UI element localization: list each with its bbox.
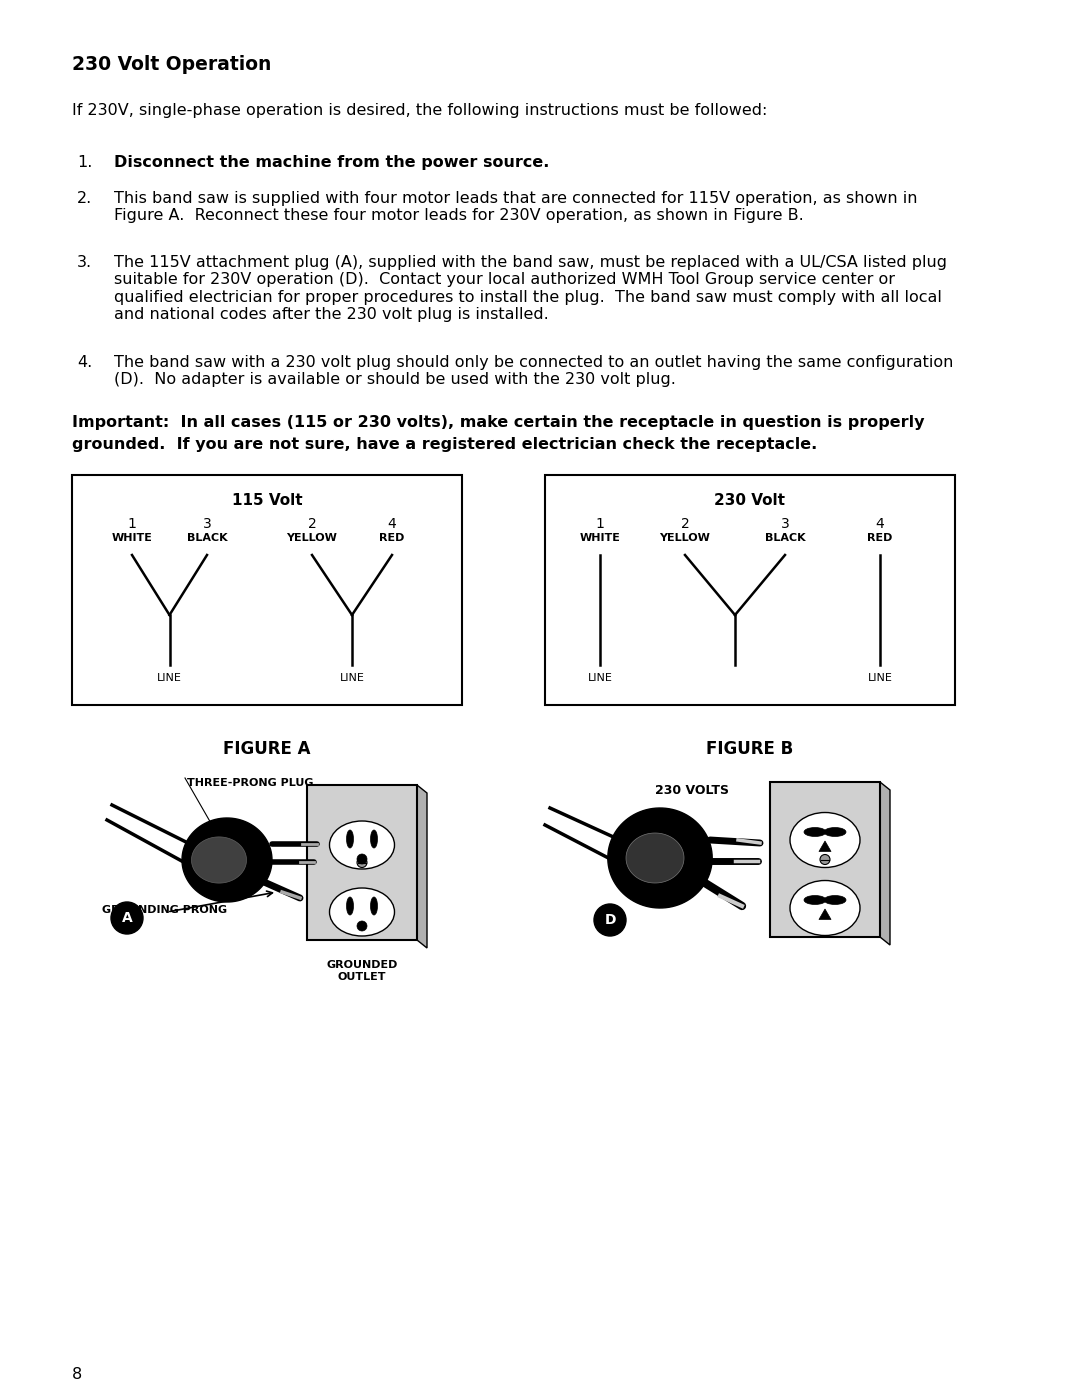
Text: 230 VOLTS: 230 VOLTS	[654, 784, 729, 798]
Text: LINE: LINE	[588, 673, 612, 683]
Text: RED: RED	[867, 534, 893, 543]
Circle shape	[357, 854, 367, 863]
Text: BLACK: BLACK	[765, 534, 806, 543]
Polygon shape	[880, 782, 890, 944]
Ellipse shape	[329, 821, 394, 869]
Text: If 230V, single-phase operation is desired, the following instructions must be f: If 230V, single-phase operation is desir…	[72, 103, 768, 117]
Text: Disconnect the machine from the power source.: Disconnect the machine from the power so…	[114, 155, 550, 170]
Text: 2: 2	[308, 517, 316, 531]
Text: D: D	[604, 914, 616, 928]
Text: 2: 2	[680, 517, 689, 531]
Text: GROUNDED
OUTLET: GROUNDED OUTLET	[326, 960, 397, 982]
Text: GROUNDING PRONG: GROUNDING PRONG	[102, 905, 227, 915]
Text: 4.: 4.	[77, 355, 92, 370]
Text: Important:  In all cases (115 or 230 volts), make certain the receptacle in ques: Important: In all cases (115 or 230 volt…	[72, 415, 924, 430]
Polygon shape	[770, 782, 880, 937]
Ellipse shape	[789, 880, 860, 936]
Text: 230 Volt: 230 Volt	[715, 493, 785, 509]
Text: THREE-PRONG PLUG: THREE-PRONG PLUG	[187, 778, 313, 788]
Text: 1: 1	[595, 517, 605, 531]
Polygon shape	[626, 833, 684, 883]
Text: 1: 1	[127, 517, 136, 531]
Text: A: A	[122, 911, 133, 925]
Text: 3: 3	[203, 517, 212, 531]
Text: LINE: LINE	[157, 673, 181, 683]
Circle shape	[357, 858, 367, 868]
Ellipse shape	[347, 897, 353, 915]
Polygon shape	[307, 785, 417, 940]
Ellipse shape	[804, 895, 826, 904]
Text: This band saw is supplied with four motor leads that are connected for 115V oper: This band saw is supplied with four moto…	[114, 191, 918, 224]
Circle shape	[111, 902, 143, 935]
Ellipse shape	[804, 827, 826, 837]
Ellipse shape	[824, 895, 846, 904]
Ellipse shape	[347, 830, 353, 848]
Text: FIGURE B: FIGURE B	[706, 740, 794, 759]
Text: The band saw with a 230 volt plug should only be connected to an outlet having t: The band saw with a 230 volt plug should…	[114, 355, 954, 387]
Text: 115 Volt: 115 Volt	[232, 493, 302, 509]
Text: 3: 3	[781, 517, 789, 531]
Text: 3.: 3.	[77, 256, 92, 270]
Text: 1.: 1.	[77, 155, 93, 170]
Ellipse shape	[329, 888, 394, 936]
Polygon shape	[417, 785, 427, 949]
Circle shape	[357, 921, 367, 930]
Circle shape	[594, 904, 626, 936]
Text: 8: 8	[72, 1368, 82, 1382]
Ellipse shape	[370, 830, 378, 848]
Text: grounded.  If you are not sure, have a registered electrician check the receptac: grounded. If you are not sure, have a re…	[72, 437, 818, 453]
Text: YELLOW: YELLOW	[286, 534, 337, 543]
Bar	[545, 475, 955, 705]
Polygon shape	[191, 837, 246, 883]
Text: LINE: LINE	[339, 673, 364, 683]
Text: RED: RED	[379, 534, 405, 543]
Text: 4: 4	[876, 517, 885, 531]
Text: WHITE: WHITE	[111, 534, 152, 543]
Bar	[72, 475, 462, 705]
Polygon shape	[183, 819, 272, 902]
Ellipse shape	[789, 813, 860, 868]
Text: BLACK: BLACK	[187, 534, 227, 543]
Text: 230 Volt Operation: 230 Volt Operation	[72, 54, 271, 74]
Text: 4: 4	[388, 517, 396, 531]
Text: The 115V attachment plug (A), supplied with the band saw, must be replaced with : The 115V attachment plug (A), supplied w…	[114, 256, 947, 323]
Text: LINE: LINE	[867, 673, 892, 683]
Text: FIGURE A: FIGURE A	[224, 740, 311, 759]
Circle shape	[820, 855, 831, 865]
Text: YELLOW: YELLOW	[660, 534, 711, 543]
Text: WHITE: WHITE	[580, 534, 620, 543]
Text: 2.: 2.	[77, 191, 92, 205]
Ellipse shape	[824, 827, 846, 837]
Polygon shape	[608, 807, 712, 908]
Ellipse shape	[370, 897, 378, 915]
